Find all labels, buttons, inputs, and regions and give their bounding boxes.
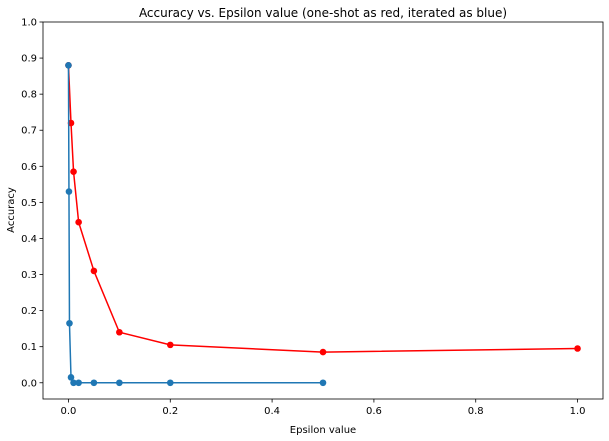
y-tick-label: 0.6 xyxy=(21,162,37,173)
y-tick-label: 0.5 xyxy=(21,198,37,209)
series-0-point xyxy=(116,328,123,336)
x-tick-label: 0.8 xyxy=(468,406,484,417)
series-1-point xyxy=(116,379,123,387)
y-tick-label: 0.2 xyxy=(21,306,37,317)
y-tick-label: 0.0 xyxy=(21,378,37,389)
series-0-point xyxy=(166,341,174,349)
series-1-point xyxy=(166,379,174,387)
y-tick-label: 0.1 xyxy=(21,342,37,353)
x-tick-label: 0.6 xyxy=(366,406,382,417)
series-1-point xyxy=(66,319,73,327)
x-axis-ticks: 0.0 0.2 0.4 0.6 0.8 1.0 xyxy=(61,399,586,417)
chart-title: Accuracy vs. Epsilon value (one-shot as … xyxy=(139,6,507,20)
x-axis-label: Epsilon value xyxy=(290,425,356,436)
series-0-point xyxy=(70,168,77,176)
y-tick-label: 0.3 xyxy=(21,270,37,281)
series-1-point xyxy=(65,61,72,69)
y-axis-ticks: 0.0 0.1 0.2 0.3 0.4 0.5 0.6 0.7 0.8 0.9 1.0 xyxy=(21,18,43,389)
x-tick-label: 1.0 xyxy=(570,406,586,417)
y-tick-label: 0.8 xyxy=(21,90,37,101)
series-0-point xyxy=(90,267,98,275)
series-1-point xyxy=(90,379,98,387)
x-tick-label: 0.0 xyxy=(61,406,77,417)
x-tick-label: 0.2 xyxy=(162,406,178,417)
series-1-point xyxy=(70,379,77,387)
series-0-point xyxy=(574,345,581,352)
x-tick-label: 0.4 xyxy=(264,406,280,417)
y-tick-label: 0.9 xyxy=(21,54,37,65)
plot-frame xyxy=(42,21,604,400)
y-axis-label: Accuracy xyxy=(6,187,17,233)
series-1-point xyxy=(67,374,75,381)
series-1-point xyxy=(65,188,73,195)
y-tick-label: 0.7 xyxy=(21,126,37,137)
series-1-point xyxy=(75,379,82,387)
y-tick-label: 1.0 xyxy=(21,18,37,29)
series-0-point xyxy=(75,218,82,226)
plot-area: 0.0 0.2 0.4 0.6 0.8 1.0 0.0 0.1 0.2 0.3 0.4 0.5 0.6… xyxy=(21,18,604,417)
series-layer xyxy=(65,61,581,387)
series-1-point xyxy=(319,379,327,387)
y-tick-label: 0.4 xyxy=(21,234,37,245)
series-0-point xyxy=(319,348,327,356)
